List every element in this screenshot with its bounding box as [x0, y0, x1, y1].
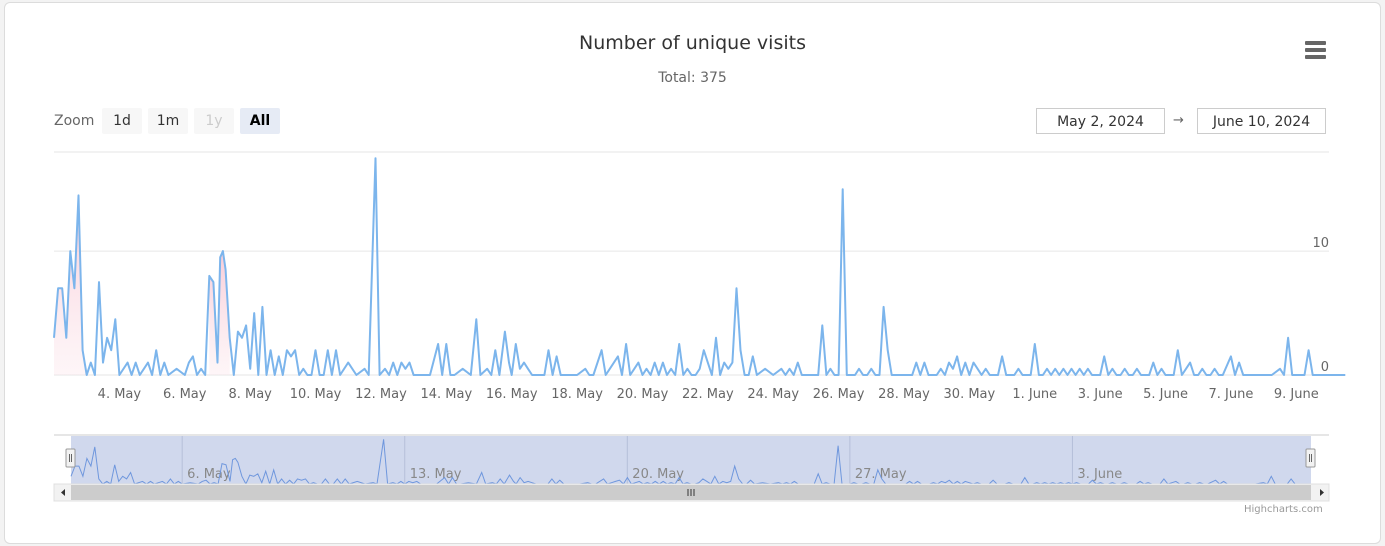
navigator-mask: [71, 436, 1311, 484]
credits-link[interactable]: Highcharts.com: [1244, 504, 1323, 515]
x-tick-label: 4. May: [98, 387, 142, 402]
x-tick-label: 7. June: [1208, 387, 1253, 402]
x-tick-label: 30. May: [944, 387, 996, 402]
chart-subtitle: Total: 375: [658, 70, 727, 86]
x-tick-label: 26. May: [813, 387, 865, 402]
x-tick-label: 12. May: [355, 387, 407, 402]
navigator-handle[interactable]: [65, 448, 76, 468]
x-tick-label: 28. May: [878, 387, 930, 402]
navigator-handle[interactable]: [1305, 448, 1316, 468]
x-tick-label: 16. May: [486, 387, 538, 402]
from-date-input[interactable]: May 2, 2024: [1036, 108, 1165, 134]
navigator-tick-label: 13. May: [410, 467, 462, 482]
x-tick-label: 5. June: [1143, 387, 1188, 402]
y-axis-ticks: 0 10: [1312, 236, 1329, 375]
scrollbar-right-arrow-icon[interactable]: [1320, 489, 1324, 496]
main-grid: [54, 151, 1329, 376]
navigator-tick-label: 27. May: [855, 467, 907, 482]
x-tick-label: 6. May: [163, 387, 207, 402]
y-tick-label: 10: [1312, 236, 1329, 251]
navigator-tick-label: 6. May: [187, 467, 231, 482]
navigator-tick-label: 20. May: [632, 467, 684, 482]
x-axis-ticks: 4. May 6. May 8. May 10. May 12. May 14. May 1…: [98, 387, 1319, 402]
navigator-series: [70, 439, 1327, 486]
x-tick-label: 3. June: [1078, 387, 1123, 402]
hamburger-menu-icon[interactable]: [1304, 40, 1328, 62]
zoom-1d-button[interactable]: 1d: [102, 108, 142, 134]
date-range-arrow: →: [1173, 113, 1184, 128]
x-tick-label: 9. June: [1274, 387, 1319, 402]
x-tick-label: 24. May: [747, 387, 799, 402]
zoom-all-button[interactable]: All: [240, 108, 280, 134]
x-tick-label: 20. May: [617, 387, 669, 402]
x-tick-label: 10. May: [290, 387, 342, 402]
x-tick-label: 14. May: [420, 387, 472, 402]
series-path: [53, 157, 1346, 376]
zoom-1m-button[interactable]: 1m: [148, 108, 188, 134]
zoom-label: Zoom: [54, 113, 95, 129]
scrollbar-left-arrow-icon[interactable]: [61, 489, 65, 496]
zoom-1y-button[interactable]: 1y: [194, 108, 234, 134]
navigator-tick-label: 3. June: [1077, 467, 1122, 482]
x-tick-label: 8. May: [228, 387, 272, 402]
y-tick-label: 0: [1321, 360, 1329, 375]
highlight-area: [54, 195, 87, 375]
x-tick-label: 1. June: [1012, 387, 1057, 402]
x-tick-label: 22. May: [682, 387, 734, 402]
to-date-input[interactable]: June 10, 2024: [1197, 108, 1326, 134]
series-line: [53, 157, 1346, 376]
navigator[interactable]: 6. May 13. May 20. May 27. May 3. June: [53, 434, 1330, 502]
chart-title: Number of unique visits: [579, 32, 806, 54]
x-tick-label: 18. May: [551, 387, 603, 402]
